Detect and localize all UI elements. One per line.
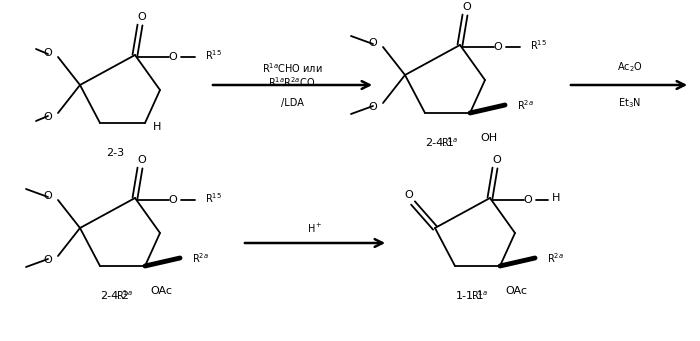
Text: O: O — [169, 195, 177, 205]
Text: H$^+$: H$^+$ — [307, 221, 323, 235]
Text: O: O — [463, 2, 471, 12]
Text: R$^{15}$: R$^{15}$ — [205, 48, 222, 62]
Text: R$^{1a}$: R$^{1a}$ — [441, 135, 458, 149]
Text: Ac$_2$O: Ac$_2$O — [617, 60, 643, 74]
Text: O: O — [405, 190, 414, 200]
Text: /LDA: /LDA — [281, 98, 303, 108]
Text: 2-3: 2-3 — [106, 148, 124, 158]
Text: O: O — [368, 38, 377, 48]
Text: R$^{1a}$CHO или: R$^{1a}$CHO или — [262, 61, 322, 75]
Text: 1-1.1: 1-1.1 — [456, 291, 484, 301]
Text: OH: OH — [480, 133, 497, 143]
Text: R$^{1a}$: R$^{1a}$ — [471, 288, 488, 302]
Text: R$^{15}$: R$^{15}$ — [205, 191, 222, 205]
Text: 2-4.2: 2-4.2 — [101, 291, 130, 301]
Text: H: H — [552, 193, 561, 203]
Text: O: O — [138, 12, 146, 22]
Text: O: O — [169, 52, 177, 62]
Text: O: O — [43, 191, 52, 201]
Text: H: H — [153, 122, 162, 132]
Text: O: O — [494, 42, 503, 52]
Text: O: O — [368, 102, 377, 112]
Text: R$^{15}$: R$^{15}$ — [530, 38, 547, 52]
Text: R$^{1a}$R$^{2a}$CO: R$^{1a}$R$^{2a}$CO — [268, 75, 316, 89]
Text: 2-4.1: 2-4.1 — [426, 138, 454, 148]
Text: OAc: OAc — [150, 286, 172, 296]
Text: OAc: OAc — [505, 286, 527, 296]
Text: R$^{2a}$: R$^{2a}$ — [547, 251, 564, 265]
Text: R$^{2a}$: R$^{2a}$ — [192, 251, 209, 265]
Text: O: O — [138, 155, 146, 165]
Text: O: O — [493, 155, 501, 165]
Text: O: O — [43, 48, 52, 58]
Text: R$^{1a}$: R$^{1a}$ — [116, 288, 133, 302]
Text: O: O — [43, 255, 52, 265]
Text: O: O — [524, 195, 533, 205]
Text: O: O — [43, 112, 52, 122]
Text: Et$_3$N: Et$_3$N — [618, 96, 642, 110]
Text: R$^{2a}$: R$^{2a}$ — [517, 98, 534, 112]
